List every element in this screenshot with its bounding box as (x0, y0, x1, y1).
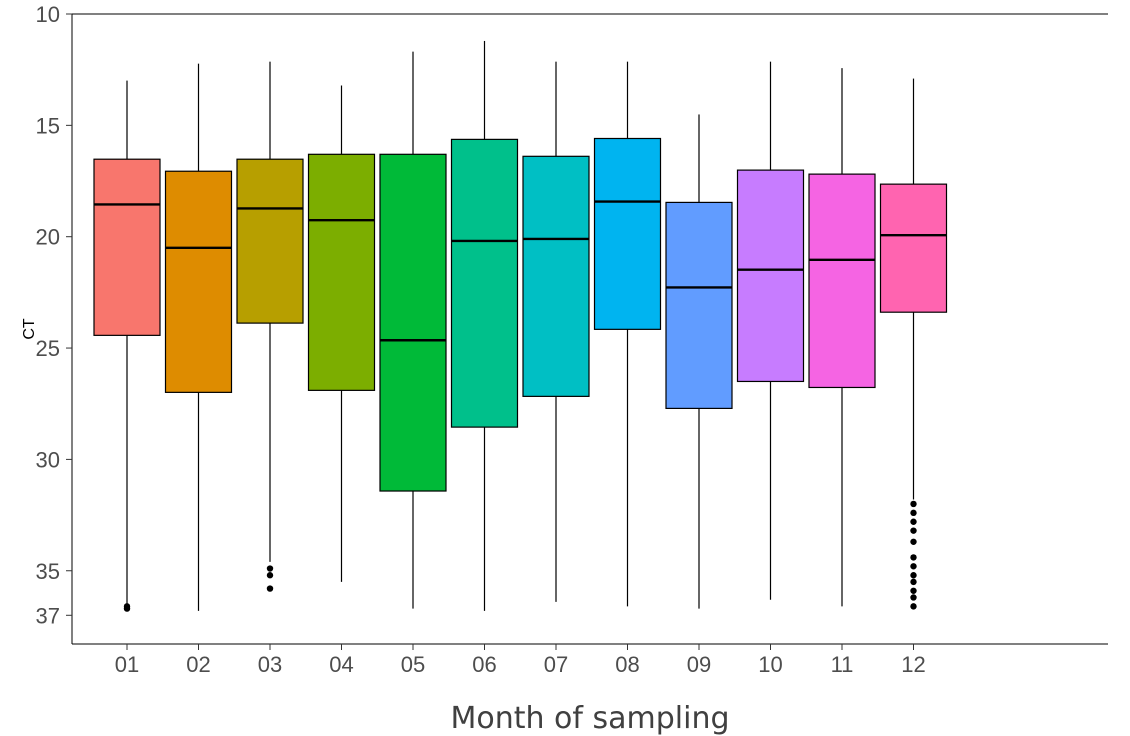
box-body (379, 153, 447, 492)
x-tick-label: 01 (115, 652, 139, 677)
outlier-point (266, 585, 274, 592)
box-month-06 (450, 40, 519, 611)
outlier-point (123, 605, 131, 612)
box-body (665, 201, 733, 410)
outlier-point (910, 527, 917, 534)
x-tick-label: 10 (758, 652, 782, 677)
box-body (164, 170, 233, 393)
outlier-point (910, 594, 917, 601)
box-month-05 (379, 51, 447, 609)
y-tick-label: 20 (36, 225, 60, 250)
x-tick-label: 04 (329, 652, 353, 677)
y-tick-label: 25 (36, 336, 60, 361)
outlier-point (910, 518, 917, 525)
axes (71, 13, 1108, 645)
outlier-point (910, 578, 917, 586)
y-axis-title: CT (21, 318, 38, 340)
y-tick-label: 15 (36, 113, 60, 138)
box-body (236, 158, 304, 324)
outlier-point (266, 565, 274, 572)
box-month-08 (593, 61, 662, 607)
box-body (93, 158, 161, 336)
x-tick-label: 03 (258, 652, 282, 677)
box-body (879, 183, 948, 313)
x-tick-label: 05 (401, 652, 425, 677)
box-month-04 (307, 85, 376, 582)
y-tick-label: 37 (36, 603, 60, 628)
y-tick-label: 35 (36, 559, 60, 584)
x-tick-label: 09 (687, 652, 711, 677)
y-ticks: 10 15 20 25 30 35 37 (36, 2, 72, 628)
x-tick-label: 07 (544, 652, 568, 677)
outlier-point (910, 563, 917, 570)
x-ticks: 01 02 03 04 05 06 07 08 09 10 11 12 (115, 644, 926, 677)
outlier-point (266, 572, 274, 579)
box-body (808, 173, 876, 389)
box-month-02 (164, 63, 233, 611)
box-month-03 (236, 61, 304, 592)
outlier-point (910, 500, 917, 508)
outlier-point (910, 554, 917, 561)
outlier-point (910, 509, 917, 517)
x-tick-label: 11 (831, 652, 854, 677)
outlier-point (910, 587, 917, 594)
plot-area (93, 40, 948, 612)
y-tick-label: 30 (36, 447, 60, 472)
box-body (522, 155, 590, 397)
box-month-07 (522, 61, 590, 602)
x-tick-label: 06 (472, 652, 496, 677)
box-body (736, 169, 805, 383)
x-axis-title: Month of sampling (450, 701, 729, 736)
outlier-point (910, 572, 917, 579)
box-body (593, 137, 662, 330)
x-tick-label: 02 (186, 652, 210, 677)
outlier-point (910, 603, 917, 610)
box-month-10 (736, 61, 805, 600)
box-body (450, 138, 519, 428)
y-tick-label: 10 (36, 2, 60, 27)
box-body (307, 153, 376, 391)
x-tick-label: 12 (901, 652, 925, 677)
box-month-12 (879, 78, 948, 610)
box-month-09 (665, 114, 733, 609)
x-tick-label: 08 (615, 652, 639, 677)
box-month-01 (93, 80, 161, 612)
outlier-point (910, 538, 917, 545)
box-month-11 (808, 68, 876, 607)
